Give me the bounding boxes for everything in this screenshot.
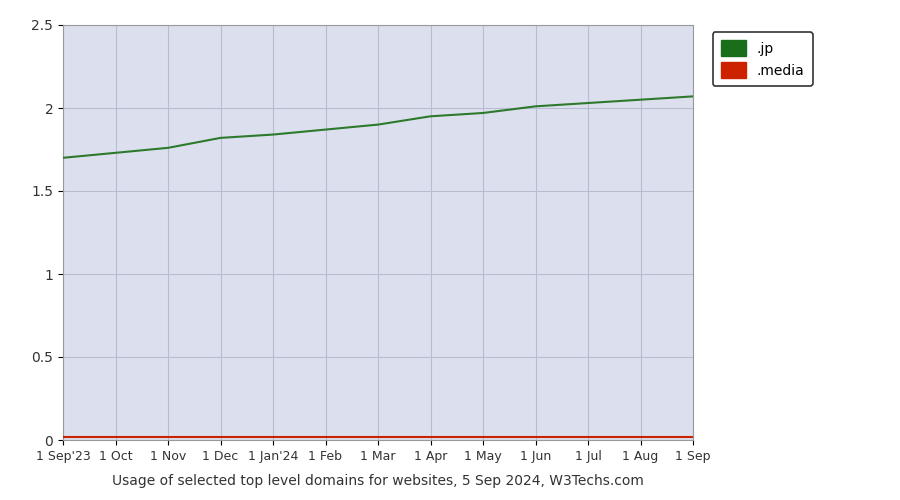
X-axis label: Usage of selected top level domains for websites, 5 Sep 2024, W3Techs.com: Usage of selected top level domains for … [112,474,644,488]
Legend: .jp, .media: .jp, .media [713,32,813,86]
